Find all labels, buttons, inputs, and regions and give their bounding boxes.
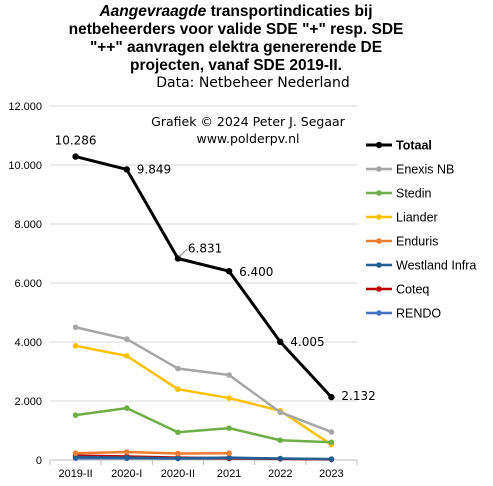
legend-item-westland-infra: Westland Infra (366, 259, 476, 273)
title-italic: Aangevraagde (98, 3, 206, 20)
legend-marker (376, 166, 382, 172)
data-point (226, 454, 232, 461)
legend-label: RENDO (396, 307, 441, 321)
data-point (277, 437, 284, 444)
data-label: 10.286 (55, 134, 97, 148)
legend-label: Enduris (396, 235, 438, 249)
data-point (123, 454, 130, 461)
data-label-leader (178, 249, 188, 257)
chart-title: Aangevraagde transportindicaties bij net… (69, 3, 404, 91)
legend-item-coteq: Coteq (366, 283, 429, 297)
y-axis: 0 2.000 4.000 6.000 8.000 10.000 12.000 (8, 101, 42, 467)
data-point (72, 153, 79, 160)
data-label: 4.005 (290, 335, 324, 349)
chart-subtitle: Data: Netbeheer Nederland (156, 75, 350, 91)
series-line-westland-infra (75, 455, 332, 461)
legend-marker (376, 214, 382, 220)
data-point (123, 353, 130, 359)
title-line1-rest: transportindicaties bij (206, 3, 372, 20)
data-point (175, 386, 181, 393)
credit-line2: www.polderpv.nl (196, 131, 299, 146)
legend-item-enexis-nb: Enexis NB (366, 163, 454, 177)
legend-marker (375, 141, 383, 149)
data-point (226, 395, 232, 401)
gridlines (50, 105, 357, 402)
data-label: 6.400 (239, 265, 273, 279)
legend-label: Totaal (396, 139, 432, 153)
data-point (123, 166, 130, 173)
legend-item-totaal: Totaal (366, 139, 432, 153)
data-point (175, 450, 181, 457)
legend-item-liander: Liander (366, 211, 438, 225)
data-labels: 10.286 9.849 6.831 6.400 4.005 2.132 (55, 134, 376, 404)
data-point (123, 336, 130, 342)
data-point (328, 439, 335, 446)
legend-item-enduris: Enduris (366, 235, 438, 249)
data-point (277, 409, 284, 416)
legend-marker (376, 310, 382, 316)
legend-label: Liander (396, 211, 438, 225)
data-point (226, 372, 232, 378)
series-lines (72, 153, 335, 463)
series-line-enduris (75, 450, 230, 455)
x-tick-label: 2020-I (111, 468, 142, 480)
y-tick-label: 4.000 (14, 337, 42, 349)
x-axis: 2019-II 2020-I 2020-II 2021 2022 2023 (49, 459, 358, 480)
x-tick-label: 2019-II (58, 468, 92, 480)
y-tick-label: 12.000 (8, 101, 42, 113)
chart-credit: Grafiek © 2024 Peter J. Segaar www.polde… (151, 114, 346, 146)
y-tick-label: 0 (36, 455, 42, 467)
data-point (328, 429, 335, 435)
data-point (328, 393, 335, 401)
legend-label: Coteq (396, 283, 429, 297)
credit-line1: Grafiek © 2024 Peter J. Segaar (151, 114, 346, 129)
legend-item-rendo: RENDO (366, 307, 441, 321)
data-point (175, 455, 181, 462)
legend-label: Stedin (396, 187, 431, 201)
legend-marker (376, 262, 382, 268)
data-point (175, 429, 181, 436)
data-point (175, 365, 181, 372)
data-point (277, 338, 284, 346)
y-tick-label: 10.000 (8, 160, 42, 172)
series-line-stedin (75, 406, 332, 444)
legend-label: Westland Infra (396, 259, 476, 273)
data-point (226, 450, 232, 457)
series-line-totaal (75, 155, 333, 399)
x-tick-label: 2021 (217, 468, 241, 480)
data-label: 9.849 (137, 162, 171, 176)
legend-marker (376, 238, 382, 244)
title-line4: projecten, vanaf SDE 2019-II. (130, 57, 342, 74)
x-tick-label: 2022 (268, 468, 292, 480)
title-line3: "++" aanvragen elektra genererende DE (90, 39, 382, 56)
legend: Totaal Enexis NB Stedin Liander Enduris Westl… (366, 139, 476, 321)
legend-item-stedin: Stedin (366, 187, 431, 201)
y-tick-label: 6.000 (14, 278, 42, 290)
data-point (277, 455, 284, 462)
legend-marker (376, 190, 382, 196)
data-point (328, 456, 335, 462)
data-point (174, 255, 182, 262)
series-line-enexis-nb (75, 326, 332, 434)
title-line2: netbeheerders voor valide SDE "+" resp. … (69, 21, 404, 38)
data-point (72, 412, 79, 418)
svg-text:Aangevraagde transportindicati: Aangevraagde transportindicaties bij (98, 3, 372, 20)
data-point (72, 450, 79, 457)
data-point (226, 425, 232, 431)
data-point (123, 449, 130, 455)
data-point (72, 343, 79, 349)
data-point (123, 405, 130, 411)
legend-marker (376, 286, 382, 292)
data-point (72, 454, 79, 460)
x-tick-label: 2023 (319, 468, 343, 480)
data-label: 6.831 (188, 241, 222, 255)
y-tick-label: 8.000 (14, 219, 42, 231)
data-point (72, 324, 79, 331)
data-point (225, 268, 233, 275)
legend-label: Enexis NB (396, 163, 454, 177)
x-tick-label: 2020-II (161, 468, 195, 480)
data-label: 2.132 (341, 389, 375, 403)
y-tick-label: 2.000 (14, 396, 42, 408)
